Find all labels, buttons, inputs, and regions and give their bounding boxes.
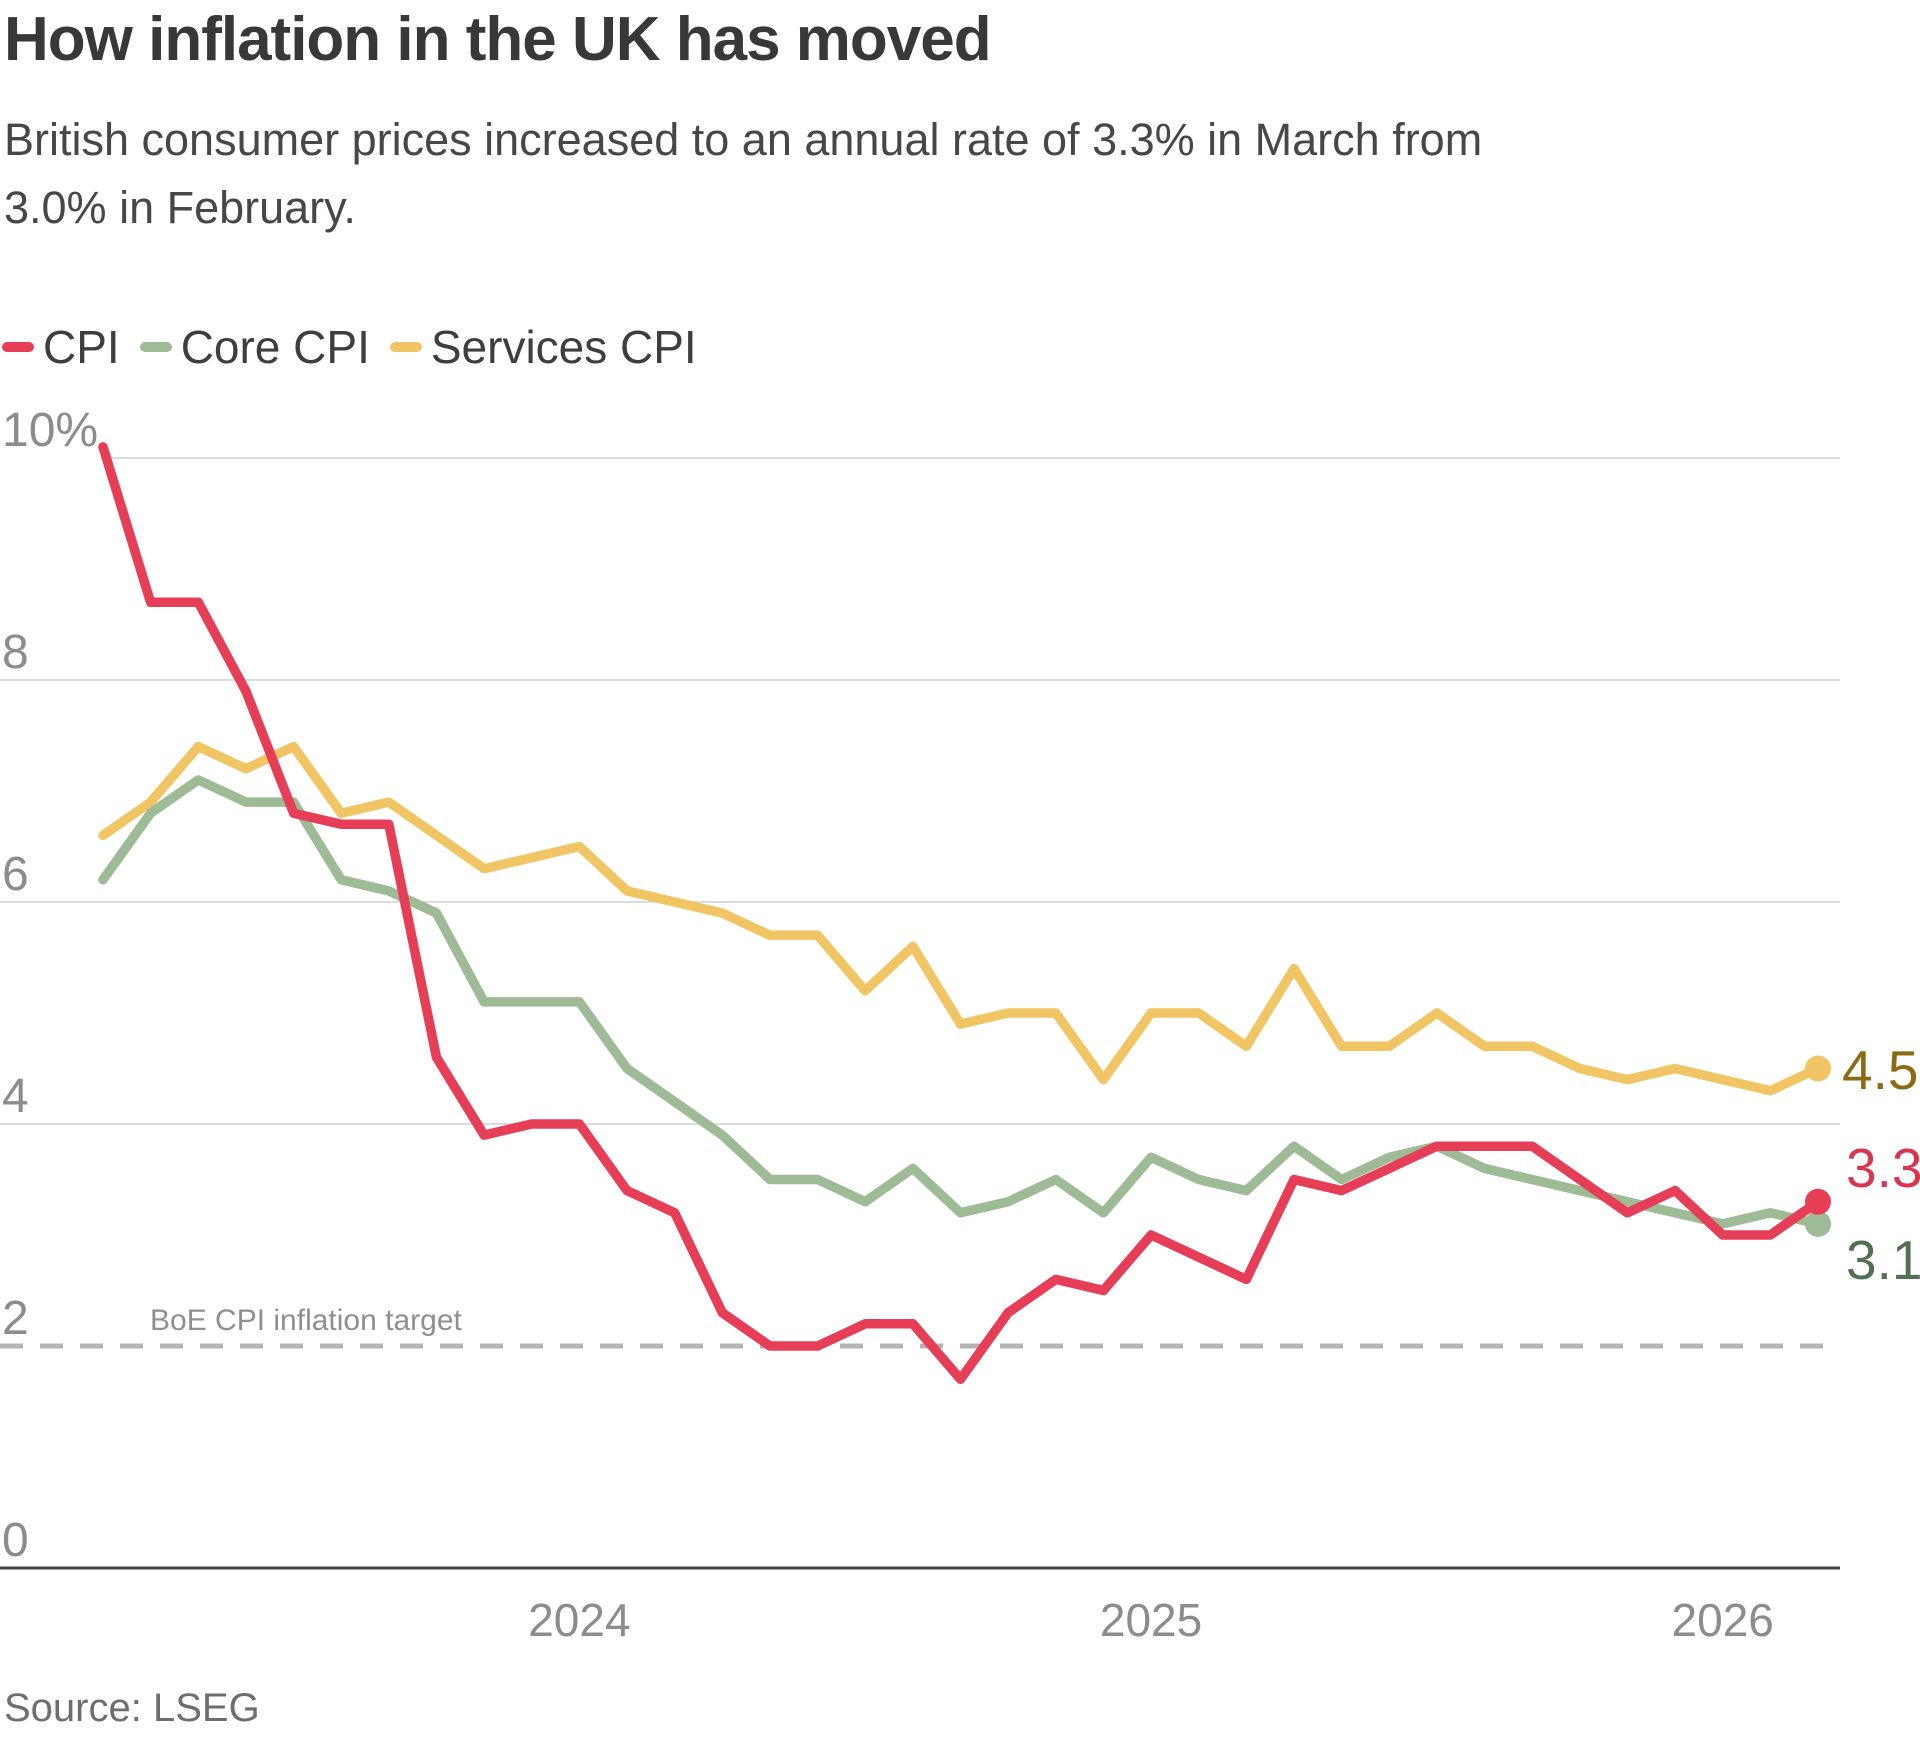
legend-item-services-cpi: Services CPI (389, 320, 697, 374)
x-axis-label-2025: 2025 (1100, 1594, 1202, 1646)
core-cpi-end-value: 3.1 (1846, 1229, 1920, 1291)
legend-item-cpi: CPI (2, 320, 120, 374)
cpi-end-dot (1805, 1188, 1831, 1215)
services-cpi-end-dot (1805, 1055, 1831, 1082)
cpi-end-value: 3.3 (1846, 1137, 1920, 1199)
chart-subtitle: British consumer prices increased to an … (4, 114, 1483, 233)
services-cpi-swatch-icon (389, 342, 422, 352)
services-cpi-line (98, 741, 1823, 1096)
legend: CPI Core CPI Services CPI (2, 320, 697, 374)
core-cpi-line (98, 775, 1823, 1229)
y-axis-label-6: 6 (2, 848, 29, 901)
cpi-swatch-icon (2, 342, 34, 352)
legend-label-cpi: CPI (43, 321, 120, 373)
legend-item-core-cpi: Core CPI (139, 320, 370, 374)
legend-label-services-cpi: Services CPI (430, 321, 697, 373)
cpi-line (98, 442, 1823, 1385)
y-axis-label-2: 2 (2, 1292, 29, 1345)
y-axis-label-4: 4 (2, 1070, 29, 1123)
services-cpi-end-value: 4.5 (1842, 1039, 1919, 1101)
core-cpi-end-dot (1805, 1210, 1831, 1237)
x-axis-label-2024: 2024 (528, 1594, 630, 1646)
x-axis-label-2026: 2026 (1672, 1594, 1774, 1646)
reference-line-label: BoE CPI inflation target (150, 1304, 462, 1337)
y-axis-label-8: 8 (2, 626, 29, 679)
chart-title: How inflation in the UK has moved (4, 5, 992, 74)
legend-label-core-cpi: Core CPI (180, 321, 370, 373)
y-axis-label-0: 0 (2, 1514, 29, 1567)
source-note: Source: LSEG (4, 1686, 260, 1730)
y-axis-label-10: 10% (2, 404, 98, 457)
core-cpi-swatch-icon (139, 342, 172, 352)
